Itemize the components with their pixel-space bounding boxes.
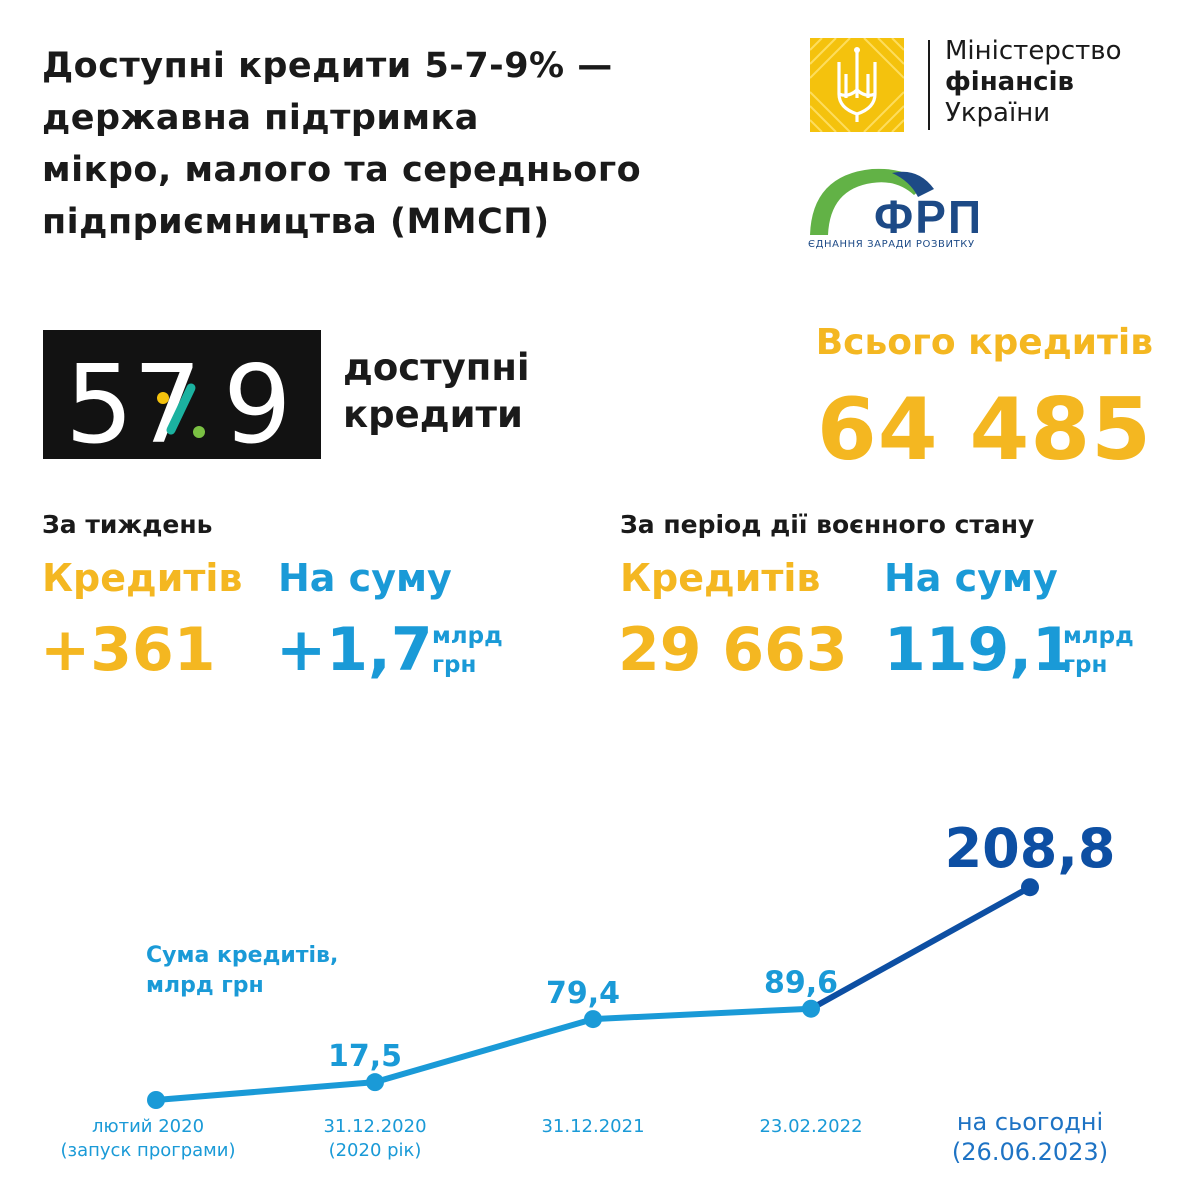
chart-point: [584, 1010, 602, 1029]
title-line: Доступні кредити 5-7-9% —: [42, 46, 613, 86]
percent-dot-yellow: [157, 392, 169, 404]
chart-data-label: 17,5: [328, 1039, 402, 1074]
title-line: державна підтримка: [42, 98, 479, 138]
badge-digit-9: 9: [223, 343, 292, 459]
program-name: доступні кредити: [343, 344, 530, 438]
week-sum-unit: млрд грн: [432, 622, 503, 680]
chart-data-label: 208,8: [945, 817, 1116, 880]
chart-line-segment: [808, 884, 1033, 1012]
ministry-name-line: фінансів: [945, 67, 1074, 97]
title-line: підприємництва (ММСП): [42, 202, 550, 242]
martial-credits-label: Кредитів: [620, 556, 821, 600]
frp-slogan: ЄДНАННЯ ЗАРАДИ РОЗВИТКУ: [808, 239, 975, 250]
unit-line: грн: [1063, 652, 1108, 678]
badge-digit-7: 7: [133, 343, 202, 459]
chart-data-label: 79,4: [546, 976, 620, 1011]
unit-line: млрд: [1063, 623, 1134, 649]
chart-point: [366, 1073, 384, 1092]
martial-sum-label: На суму: [884, 556, 1058, 600]
chart-point: [1021, 878, 1039, 897]
program-name-line: кредити: [343, 393, 523, 436]
chart-x-tick-label: 31.12.2020 (2020 рік): [323, 1116, 426, 1161]
week-heading: За тиждень: [42, 510, 213, 539]
chart-x-tick-label: лютий 2020 (запуск програми): [61, 1116, 236, 1161]
credits-line-chart: Сума кредитів, млрд грн 17,5 79,4 89,6 208,…: [61, 817, 1116, 1166]
martial-sum-unit: млрд грн: [1063, 622, 1134, 680]
chart-data-label: 89,6: [764, 966, 838, 1001]
week-sum-value: +1,7: [276, 615, 433, 685]
chart-line-segment: [590, 1005, 814, 1023]
week-credits-label: Кредитів: [42, 556, 243, 600]
chart-x-tick-label: на сьогодні (26.06.2023): [952, 1108, 1108, 1166]
chart-line-segment: [153, 1079, 378, 1103]
martial-sum-value: 119,1: [884, 615, 1074, 685]
ministry-name-line: України: [945, 98, 1051, 128]
ministry-logo-text: Міністерство фінансів України: [945, 36, 1122, 129]
unit-line: грн: [432, 652, 477, 678]
frp-logo: ФРП: [810, 168, 983, 237]
total-credits-value: 64 485: [816, 380, 1152, 480]
badge-digit-5: 5: [65, 343, 134, 459]
martial-heading: За період дії воєнного стану: [620, 510, 1035, 539]
martial-credits-value: 29 663: [618, 615, 848, 685]
chart-line-segment: [372, 1016, 596, 1086]
frp-wordmark: ФРП: [874, 191, 983, 237]
total-credits-label: Всього кредитів: [815, 322, 1153, 363]
chart-point: [147, 1091, 165, 1109]
chart-x-tick-label: 31.12.2021: [541, 1116, 644, 1137]
percent-dot-green: [193, 426, 205, 438]
chart-x-tick-label: 23.02.2022: [759, 1116, 862, 1137]
percent-slash: [166, 383, 196, 435]
unit-line: млрд: [432, 623, 503, 649]
title-line: мікро, малого та середнього: [42, 150, 642, 190]
week-sum-label: На суму: [278, 556, 452, 600]
week-credits-value: +361: [40, 615, 216, 685]
program-badge: 5 7 9: [43, 330, 321, 468]
chart-point: [802, 999, 820, 1018]
trident-emblem-icon: [810, 38, 904, 132]
page-title: Доступні кредити 5-7-9% — державна підтр…: [42, 40, 762, 248]
program-name-line: доступні: [343, 346, 530, 389]
logo-divider: [928, 40, 930, 130]
chart-y-label: млрд грн: [146, 973, 264, 998]
ministry-name-line: Міністерство: [945, 36, 1122, 66]
579-logo: 5 7 9: [65, 343, 292, 468]
chart-title: Сума кредитів,: [146, 943, 338, 968]
